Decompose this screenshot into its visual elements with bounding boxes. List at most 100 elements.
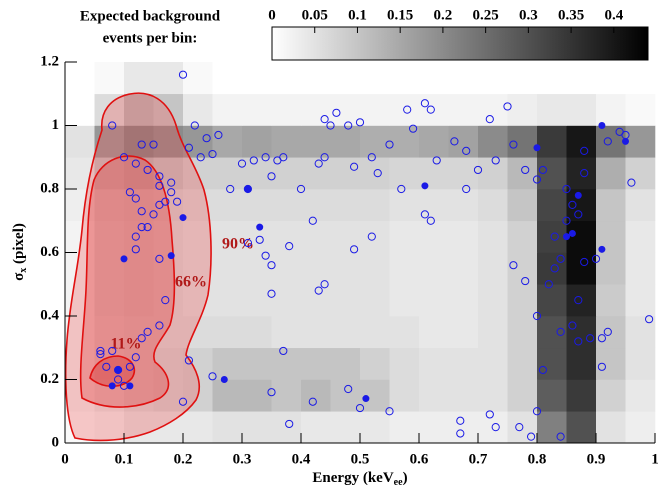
x-tick-label: 1 — [651, 451, 659, 467]
heat-cell — [94, 316, 125, 349]
heat-cell — [301, 347, 331, 380]
open-point — [397, 184, 406, 194]
heat-cell — [330, 379, 361, 412]
heat-cell — [389, 62, 420, 95]
colorbar-tick-label: 0.25 — [473, 7, 499, 23]
heat-cell — [566, 125, 597, 158]
heat-cell — [301, 93, 331, 126]
open-point — [350, 245, 359, 254]
open-point — [161, 296, 170, 305]
open-point — [125, 362, 134, 371]
heat-cell — [330, 189, 361, 222]
heat-cell — [360, 284, 390, 317]
filled-point — [108, 382, 116, 390]
heat-cell — [124, 93, 154, 126]
open-point — [190, 121, 199, 130]
heat-cell — [124, 252, 154, 285]
y-tick-label: 1 — [52, 117, 60, 133]
open-point — [131, 194, 140, 203]
open-point — [509, 140, 518, 149]
x-tick-label: 0.4 — [292, 451, 311, 467]
heat-cell — [183, 252, 213, 285]
open-point — [279, 153, 288, 162]
heat-cell — [124, 316, 154, 349]
heat-cell — [183, 284, 213, 317]
heat-cell — [448, 379, 479, 412]
open-point — [102, 362, 111, 371]
heat-cell — [330, 411, 361, 444]
open-point — [568, 321, 577, 330]
colorbar-tick-label: 0.35 — [558, 7, 584, 23]
heat-cell — [448, 189, 479, 222]
heat-cell — [537, 379, 567, 412]
open-point — [426, 105, 435, 114]
open-point — [586, 334, 595, 343]
heat-cell — [65, 411, 95, 444]
filled-point — [622, 137, 629, 145]
open-point — [167, 178, 176, 187]
heat-cell — [478, 252, 508, 285]
heat-cell — [271, 93, 302, 126]
heat-cell — [625, 93, 656, 126]
heat-cell — [566, 411, 597, 444]
heat-cell — [212, 316, 243, 349]
heat-cell — [507, 62, 538, 95]
heat-cell — [537, 125, 567, 158]
open-point — [332, 108, 341, 117]
heat-cell — [360, 252, 390, 285]
open-point — [308, 397, 317, 406]
heat-cell — [448, 93, 479, 126]
filled-point — [563, 233, 570, 241]
colorbar-gradient — [271, 26, 649, 61]
open-point — [450, 137, 459, 146]
open-point — [344, 121, 353, 130]
open-point — [473, 165, 483, 175]
heat-cell — [537, 347, 567, 380]
open-point — [562, 216, 571, 225]
heat-cell — [389, 189, 420, 222]
heat-cell — [507, 316, 538, 349]
open-point — [580, 257, 589, 267]
open-point — [550, 264, 559, 273]
open-point — [355, 118, 365, 127]
open-point — [96, 346, 105, 356]
filled-point — [598, 122, 606, 129]
filled-point — [220, 376, 228, 383]
open-point — [155, 321, 164, 330]
open-point — [178, 70, 188, 79]
heat-cell — [419, 189, 449, 222]
open-point — [409, 124, 418, 133]
y-axis-label: σx (pixel) — [11, 223, 29, 281]
x-tick-label: 0 — [61, 451, 69, 467]
y-tick-label: 0.6 — [40, 244, 59, 260]
open-point — [208, 149, 217, 159]
heat-cell — [271, 157, 302, 190]
filled-point — [167, 252, 175, 260]
axes: 0 0.1 0.2 0.3 0.4 0.5 0.6 0.7 0.8 0.9 1 0 0.2 0.4 0.6 0… — [40, 53, 659, 467]
heat-cell — [448, 347, 479, 380]
heat-cell — [271, 62, 302, 95]
heat-cell — [478, 379, 508, 412]
open-point — [178, 397, 188, 406]
heat-cell — [537, 252, 567, 285]
open-point — [202, 134, 211, 143]
open-point — [580, 169, 589, 178]
open-point — [385, 407, 394, 416]
heat-cell — [596, 189, 626, 222]
x-axis-label-part: Energy (keV — [312, 470, 393, 486]
x-tick-label: 0.5 — [351, 451, 370, 467]
x-tick-label: 0.2 — [174, 451, 193, 467]
open-point — [173, 197, 182, 206]
heat-cell — [389, 125, 420, 158]
filled-point — [114, 366, 122, 374]
heat-cell — [94, 189, 125, 222]
heat-cell — [625, 157, 656, 190]
open-point — [243, 184, 252, 194]
open-point — [285, 242, 294, 251]
heat-cell — [153, 62, 184, 95]
heat-cell — [124, 125, 154, 158]
open-point — [432, 156, 441, 165]
heat-cell — [242, 316, 272, 349]
open-point — [385, 140, 394, 149]
open-point — [226, 184, 235, 194]
